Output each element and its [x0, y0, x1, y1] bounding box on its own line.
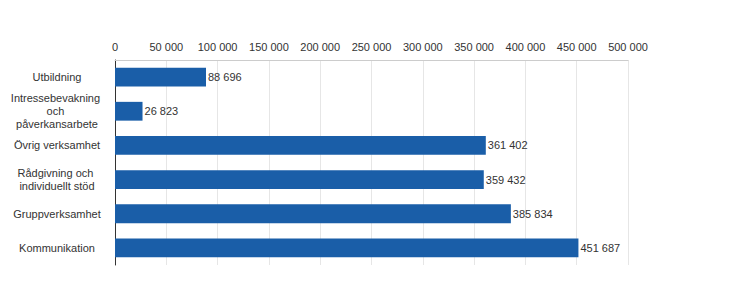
svg-text:150 000: 150 000 — [249, 41, 289, 53]
svg-text:Utbildning: Utbildning — [33, 71, 82, 83]
svg-text:250 000: 250 000 — [352, 41, 392, 53]
svg-text:Kommunikation: Kommunikation — [19, 242, 95, 254]
svg-text:350 000: 350 000 — [454, 41, 494, 53]
svg-text:Intressebevakning: Intressebevakning — [11, 92, 103, 104]
svg-text:359 432: 359 432 — [486, 174, 526, 186]
svg-text:451 687: 451 687 — [580, 242, 620, 254]
svg-text:50 000: 50 000 — [149, 41, 183, 53]
svg-text:100 000: 100 000 — [198, 41, 238, 53]
svg-text:361 402: 361 402 — [488, 139, 528, 151]
svg-text:450 000: 450 000 — [557, 41, 597, 53]
svg-text:Gruppverksamhet: Gruppverksamhet — [13, 208, 100, 220]
svg-text:200 000: 200 000 — [300, 41, 340, 53]
svg-text:300 000: 300 000 — [403, 41, 443, 53]
svg-text:385 834: 385 834 — [513, 208, 553, 220]
svg-text:Övrig verksamhet: Övrig verksamhet — [14, 139, 100, 151]
svg-text:och: och — [47, 105, 68, 117]
svg-text:500 000: 500 000 — [608, 41, 648, 53]
svg-text:påverkansarbete: påverkansarbete — [16, 118, 98, 130]
svg-text:400 000: 400 000 — [506, 41, 546, 53]
svg-text:88 696: 88 696 — [208, 71, 242, 83]
svg-text:Rådgivning och: Rådgivning och — [18, 167, 97, 179]
svg-text:0: 0 — [112, 41, 118, 53]
svg-text:26 823: 26 823 — [145, 105, 179, 117]
svg-text:individuellt stöd: individuellt stöd — [19, 180, 94, 192]
